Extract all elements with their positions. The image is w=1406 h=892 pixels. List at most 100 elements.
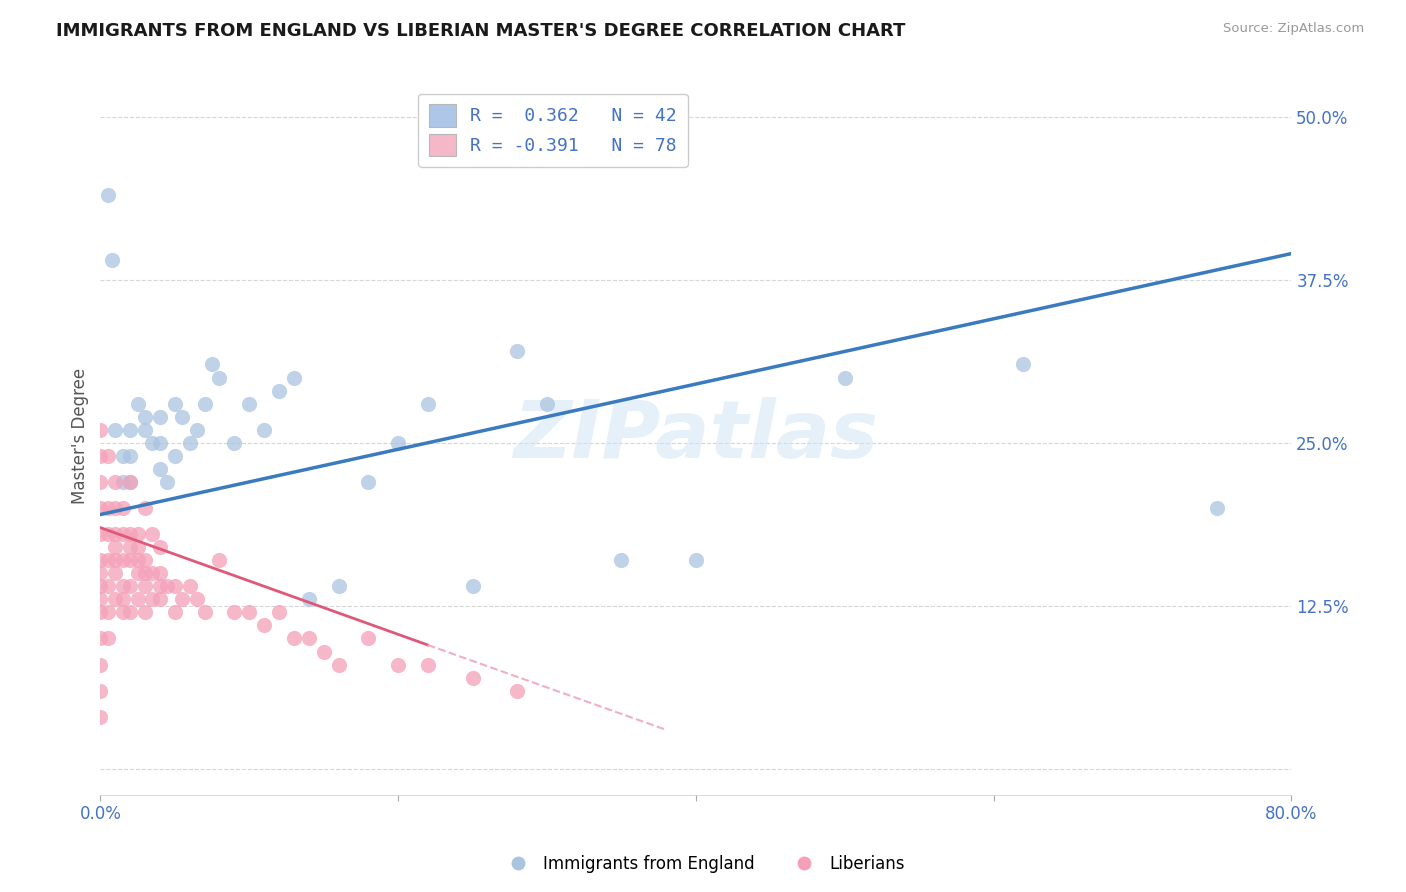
Point: [111, 579, 134, 593]
Point: [104, 540, 127, 554]
Point: [1012, 358, 1035, 372]
Text: IMMIGRANTS FROM ENGLAND VS LIBERIAN MASTER'S DEGREE CORRELATION CHART: IMMIGRANTS FROM ENGLAND VS LIBERIAN MAST…: [56, 22, 905, 40]
Point: [127, 540, 149, 554]
Point: [149, 409, 172, 424]
Point: [163, 606, 186, 620]
Point: [89, 553, 111, 567]
Point: [134, 606, 156, 620]
Point: [156, 475, 179, 489]
Point: [172, 592, 194, 607]
Point: [238, 606, 260, 620]
Point: [387, 657, 409, 672]
Point: [186, 423, 208, 437]
Point: [461, 579, 484, 593]
Point: [267, 384, 290, 398]
Point: [357, 632, 380, 646]
Point: [89, 579, 111, 593]
Point: [186, 592, 208, 607]
Point: [97, 501, 120, 516]
Point: [127, 592, 149, 607]
Point: [104, 527, 127, 541]
Point: [120, 553, 142, 567]
Point: [193, 606, 215, 620]
Point: [127, 397, 149, 411]
Point: [149, 435, 172, 450]
Point: [179, 435, 201, 450]
Point: [149, 540, 172, 554]
Point: [267, 606, 290, 620]
Point: [104, 501, 127, 516]
Text: Source: ZipAtlas.com: Source: ZipAtlas.com: [1223, 22, 1364, 36]
Point: [104, 475, 127, 489]
Point: [111, 592, 134, 607]
Point: [120, 423, 142, 437]
Point: [104, 423, 127, 437]
Point: [298, 592, 321, 607]
Point: [134, 501, 156, 516]
Point: [111, 527, 134, 541]
Point: [312, 644, 335, 658]
Point: [89, 449, 111, 463]
Point: [298, 632, 321, 646]
Point: [149, 592, 172, 607]
Point: [89, 527, 111, 541]
Point: [120, 606, 142, 620]
Point: [357, 475, 380, 489]
Point: [97, 579, 120, 593]
Point: [120, 579, 142, 593]
Point: [834, 370, 856, 384]
Point: [89, 566, 111, 581]
Point: [141, 527, 163, 541]
Text: ZIPatlas: ZIPatlas: [513, 397, 879, 475]
Point: [97, 553, 120, 567]
Point: [149, 462, 172, 476]
Point: [156, 579, 179, 593]
Point: [283, 632, 305, 646]
Point: [193, 397, 215, 411]
Point: [127, 553, 149, 567]
Point: [127, 566, 149, 581]
Point: [111, 449, 134, 463]
Point: [506, 683, 529, 698]
Point: [97, 527, 120, 541]
Point: [120, 540, 142, 554]
Point: [104, 566, 127, 581]
Point: [134, 553, 156, 567]
Point: [416, 657, 439, 672]
Point: [134, 409, 156, 424]
Point: [149, 566, 172, 581]
Point: [172, 409, 194, 424]
Point: [111, 501, 134, 516]
Point: [506, 344, 529, 359]
Point: [201, 358, 224, 372]
Point: [416, 397, 439, 411]
Point: [89, 606, 111, 620]
Point: [104, 592, 127, 607]
Point: [253, 618, 276, 632]
Point: [120, 449, 142, 463]
Point: [163, 579, 186, 593]
Point: [89, 423, 111, 437]
Point: [120, 475, 142, 489]
Point: [89, 475, 111, 489]
Point: [238, 397, 260, 411]
Point: [111, 475, 134, 489]
Point: [685, 553, 707, 567]
Point: [208, 370, 231, 384]
Point: [134, 423, 156, 437]
Point: [101, 253, 124, 268]
Point: [89, 632, 111, 646]
Point: [134, 579, 156, 593]
Point: [141, 435, 163, 450]
Point: [97, 606, 120, 620]
Point: [111, 553, 134, 567]
Point: [224, 435, 246, 450]
Point: [89, 710, 111, 724]
Point: [149, 579, 172, 593]
Legend: R =  0.362   N = 42, R = -0.391   N = 78: R = 0.362 N = 42, R = -0.391 N = 78: [418, 94, 688, 167]
Point: [163, 449, 186, 463]
Point: [141, 566, 163, 581]
Point: [179, 579, 201, 593]
Point: [104, 553, 127, 567]
Point: [163, 397, 186, 411]
